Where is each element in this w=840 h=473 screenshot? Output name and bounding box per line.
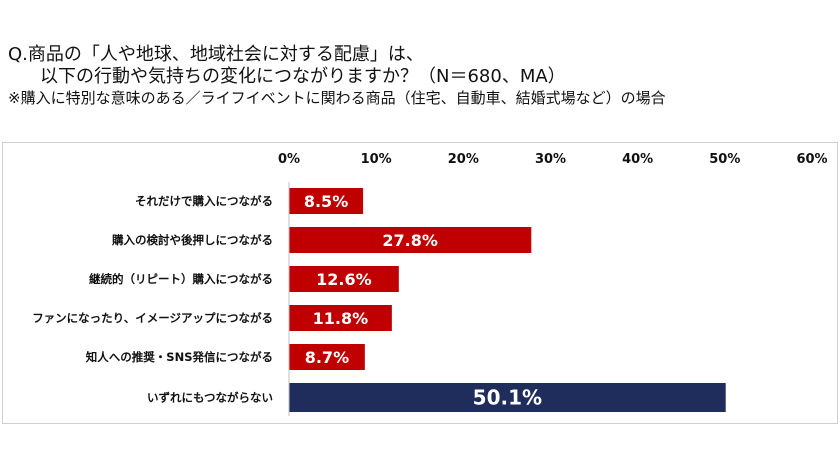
axis-tick-label: 10% [361, 152, 392, 167]
data-label: 27.8% [382, 231, 438, 250]
bar [289, 305, 392, 331]
bar-chart: 0% 10% 20% 30% 40% 50% 60% それだけで購入につながる 8.5% 購入の検… [32, 152, 828, 416]
bar [289, 227, 532, 253]
bar [289, 266, 399, 292]
category-label: 継続的（リピート）購入につながる [89, 272, 273, 286]
chart-frame: 0% 10% 20% 30% 40% 50% 60% それだけで購入につながる 8.5% 購入の検… [2, 142, 838, 424]
chart-title-block: Q.商品の「人や地球、地域社会に対する配慮」は、 以下の行動や気持ちの変化につな… [8, 44, 836, 108]
category-label: ファンになったり、イメージアップにつながる [32, 311, 273, 325]
question-line-2: 以下の行動や気持ちの変化につながりますか？（N＝680、MA） [40, 66, 566, 87]
axis-tick-label: 20% [448, 152, 479, 167]
data-label: 50.1% [473, 386, 542, 410]
data-label: 8.7% [305, 348, 349, 367]
category-label: いずれにもつながらない [147, 391, 273, 405]
question-line-1: Q.商品の「人や地球、地域社会に対する配慮」は、 [8, 44, 424, 65]
bar [289, 344, 365, 370]
category-label: 購入の検討や後押しにつながる [111, 233, 273, 247]
bar [289, 383, 726, 412]
axis-tick-label: 50% [709, 152, 740, 167]
axis-tick-label: 0% [278, 152, 300, 167]
data-label: 12.6% [316, 270, 372, 289]
bar [289, 188, 364, 214]
condition-note: ※購入に特別な意味のある／ライフイベントに関わる商品（住宅、自動車、結婚式場など… [8, 89, 666, 107]
axis-tick-label: 40% [622, 152, 653, 167]
data-label: 11.8% [313, 309, 369, 328]
data-label: 8.5% [304, 192, 348, 211]
category-label: 知人への推奨・SNS発信につながる [85, 350, 273, 364]
axis-tick-label: 30% [535, 152, 566, 167]
category-label: それだけで購入につながる [135, 194, 273, 208]
axis-tick-label: 60% [796, 152, 827, 167]
